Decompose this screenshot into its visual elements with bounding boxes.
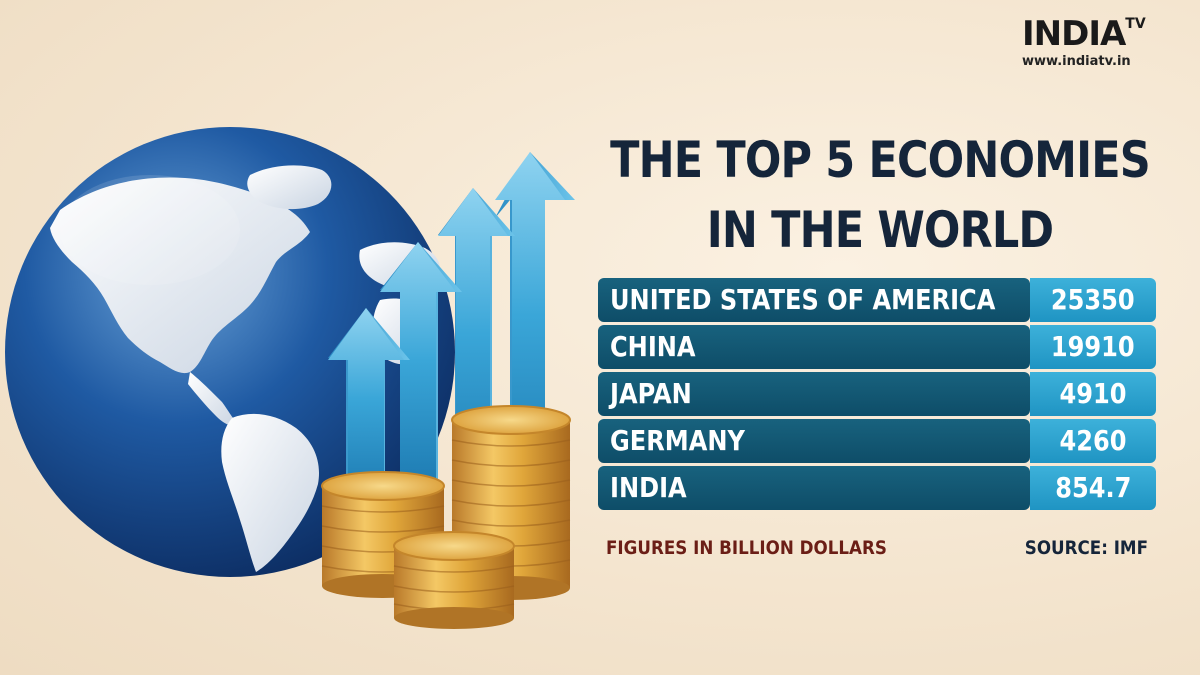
country-name: INDIA [610, 471, 687, 504]
table-row: UNITED STATES OF AMERICA 25350 [598, 278, 1156, 322]
country-name-cell: GERMANY [598, 419, 1030, 463]
logo-url: www.indiatv.in [1022, 54, 1131, 69]
page-title: THE TOP 5 ECONOMIES IN THE WORLD [605, 125, 1155, 265]
gdp-value: 19910 [1051, 330, 1135, 363]
table-row: GERMANY 4260 [598, 419, 1156, 463]
logo-wordmark: INDIA [1022, 14, 1126, 54]
title-line-1: THE TOP 5 ECONOMIES [610, 131, 1151, 189]
coin-stacks-illustration [321, 405, 571, 629]
table-row: CHINA 19910 [598, 325, 1156, 369]
indiatv-logo: INDIATV www.indiatv.in [1022, 14, 1172, 69]
up-arrows-illustration [328, 152, 575, 490]
gdp-value-cell: 854.7 [1030, 466, 1156, 510]
country-name: UNITED STATES OF AMERICA [610, 283, 996, 316]
source-credit: SOURCE: IMF [1024, 537, 1148, 559]
table-row: INDIA 854.7 [598, 466, 1156, 510]
country-name-cell: CHINA [598, 325, 1030, 369]
economies-table: UNITED STATES OF AMERICA 25350 CHINA 199… [598, 278, 1156, 513]
gdp-value-cell: 4910 [1030, 372, 1156, 416]
country-name-cell: JAPAN [598, 372, 1030, 416]
table-row: JAPAN 4910 [598, 372, 1156, 416]
country-name-cell: INDIA [598, 466, 1030, 510]
gdp-value: 4910 [1059, 377, 1127, 410]
country-name: JAPAN [610, 377, 692, 410]
globe-illustration [5, 127, 455, 577]
gdp-value: 4260 [1059, 424, 1127, 457]
units-footnote: FIGURES IN BILLION DOLLARS [606, 537, 887, 559]
country-name-cell: UNITED STATES OF AMERICA [598, 278, 1030, 322]
country-name: CHINA [610, 330, 696, 363]
gdp-value-cell: 25350 [1030, 278, 1156, 322]
logo-tv-mark: TV [1125, 16, 1146, 32]
gdp-value: 854.7 [1054, 471, 1132, 504]
gdp-value: 25350 [1051, 283, 1135, 316]
country-name: GERMANY [610, 424, 745, 457]
gdp-value-cell: 4260 [1030, 419, 1156, 463]
title-line-2: IN THE WORLD [706, 201, 1054, 259]
gdp-value-cell: 19910 [1030, 325, 1156, 369]
